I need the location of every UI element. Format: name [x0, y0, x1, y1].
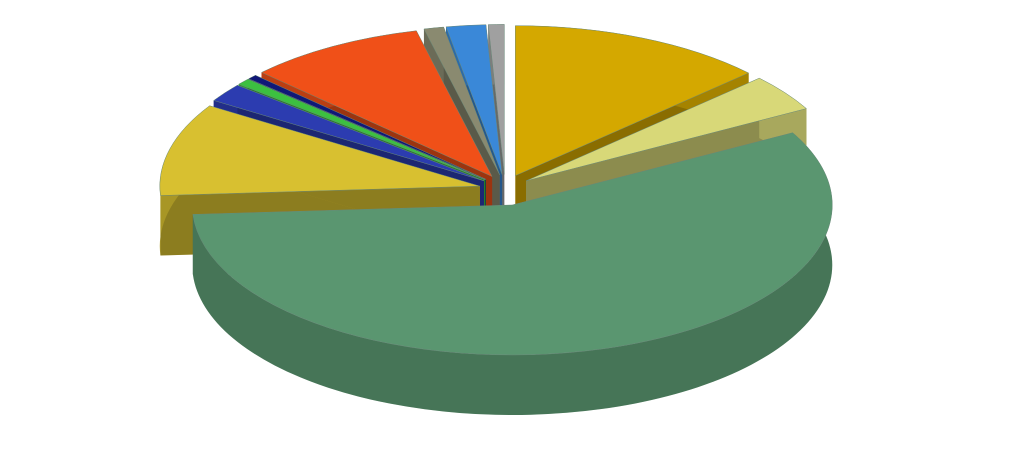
slice: [445, 24, 503, 175]
slice: [159, 105, 480, 196]
slice: [248, 75, 487, 180]
slice: [487, 24, 505, 175]
slice: [260, 30, 493, 177]
slice: [238, 78, 486, 181]
slice-wall: [192, 132, 833, 415]
slice-wall-shade: [192, 132, 833, 415]
slice: [213, 84, 485, 182]
slice: [192, 132, 833, 356]
slice: [423, 26, 500, 175]
slice: [525, 77, 807, 182]
slice: [515, 25, 750, 177]
